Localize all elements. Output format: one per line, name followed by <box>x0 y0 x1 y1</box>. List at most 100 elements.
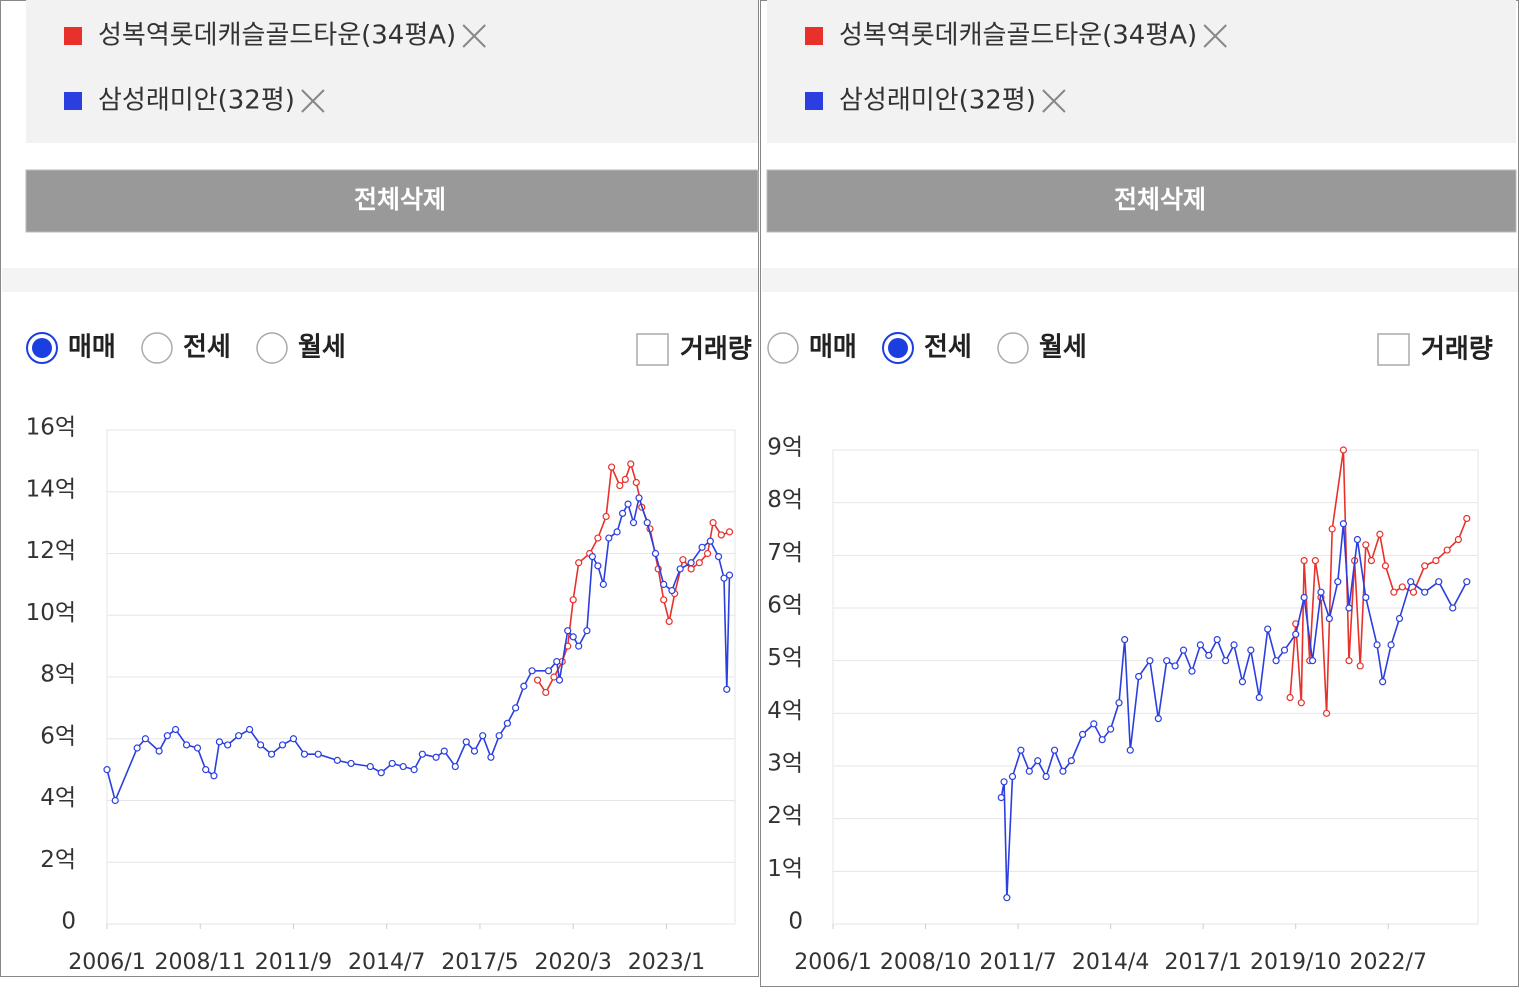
data-point <box>1297 699 1305 707</box>
data-point <box>1463 578 1471 586</box>
clear-all-button[interactable] <box>766 169 1517 233</box>
radio[interactable] <box>997 332 1029 364</box>
remove-icon[interactable] <box>1042 89 1066 113</box>
data-point <box>1345 604 1353 612</box>
radio-label[interactable]: 전세 <box>924 333 972 363</box>
data-point <box>300 750 309 758</box>
data-point <box>495 732 503 740</box>
y-tick-label: 9억 <box>767 435 803 461</box>
data-point <box>668 586 676 595</box>
data-point <box>1213 635 1221 644</box>
data-point <box>1247 646 1255 654</box>
x-tick-label: 2008/11 <box>155 950 246 975</box>
remove-icon[interactable] <box>1203 24 1227 48</box>
data-point <box>1280 646 1289 654</box>
data-point <box>512 704 520 712</box>
data-point <box>1407 578 1415 586</box>
x-tick-label: 2014/7 <box>348 950 425 975</box>
data-point <box>1008 772 1017 781</box>
clear-all-label[interactable]: 전체삭제 <box>354 185 446 214</box>
data-point <box>1339 446 1347 454</box>
data-point <box>1379 678 1387 686</box>
data-point <box>1435 578 1443 586</box>
data-point <box>607 463 616 471</box>
radio-label[interactable]: 매매 <box>809 333 857 363</box>
clear-all-button[interactable] <box>25 169 759 233</box>
data-point <box>564 627 572 635</box>
data-point <box>618 509 627 517</box>
data-point <box>410 766 418 774</box>
checkbox-label[interactable]: 거래량 <box>680 335 752 365</box>
data-point <box>1356 662 1364 670</box>
data-point <box>1034 757 1042 765</box>
checkbox-label[interactable]: 거래량 <box>1421 335 1493 365</box>
legend-swatch <box>805 27 823 45</box>
data-point <box>1025 767 1033 775</box>
data-point <box>1196 641 1204 649</box>
remove-icon[interactable] <box>462 24 486 48</box>
divider <box>2 268 758 292</box>
data-point <box>1222 657 1230 665</box>
clear-all-label[interactable]: 전체삭제 <box>1114 185 1206 214</box>
data-point <box>462 738 470 746</box>
data-point <box>1067 757 1075 765</box>
y-tick-label: 2억 <box>767 803 803 829</box>
y-tick-label: 16억 <box>26 415 76 441</box>
data-point <box>679 556 687 564</box>
data-point <box>717 531 725 539</box>
data-point <box>550 673 558 681</box>
radio-dot <box>888 338 908 358</box>
x-tick-label: 2014/4 <box>1072 950 1149 975</box>
radio[interactable] <box>256 332 288 364</box>
divider <box>762 268 1518 292</box>
data-point <box>709 519 717 527</box>
panel-frame <box>760 0 1519 987</box>
data-point <box>1381 562 1390 570</box>
data-point <box>1421 562 1429 570</box>
data-point <box>133 744 141 752</box>
checkbox[interactable] <box>1377 333 1410 366</box>
radio-dot <box>32 338 52 358</box>
data-point <box>1050 746 1059 754</box>
data-point <box>616 481 624 490</box>
data-point <box>1395 614 1404 623</box>
data-point <box>224 741 232 749</box>
radio[interactable] <box>767 332 799 364</box>
data-point <box>569 596 577 604</box>
y-tick-label: 2억 <box>40 847 76 873</box>
data-point <box>687 565 695 573</box>
data-point <box>621 475 629 483</box>
data-point <box>202 766 210 774</box>
series-line <box>536 461 730 694</box>
radio[interactable] <box>141 332 173 364</box>
data-point <box>432 753 440 761</box>
data-point <box>544 667 553 675</box>
data-point <box>1163 657 1171 665</box>
y-tick-label: 4억 <box>767 698 803 724</box>
data-point <box>542 688 550 697</box>
remove-icon[interactable] <box>301 89 325 113</box>
data-point <box>1146 657 1154 665</box>
data-point <box>333 756 341 764</box>
data-point <box>632 478 640 487</box>
y-tick-label: 0 <box>788 909 803 935</box>
data-point <box>1171 662 1179 670</box>
legend-label: 삼성래미안(32평) <box>98 86 295 116</box>
radio-label[interactable]: 매매 <box>68 333 116 363</box>
radio-label[interactable]: 월세 <box>1039 333 1087 363</box>
data-point <box>725 571 734 579</box>
data-point <box>627 460 635 468</box>
radio-label[interactable]: 전세 <box>183 333 231 363</box>
data-point <box>569 633 577 641</box>
y-tick-label: 5억 <box>767 645 803 671</box>
legend-label: 성복역롯데캐슬골드타운(34평A) <box>98 21 456 51</box>
data-point <box>698 543 706 551</box>
x-tick-label: 2020/3 <box>534 950 611 975</box>
y-tick-label: 10억 <box>26 600 76 626</box>
radio-label[interactable]: 월세 <box>298 333 346 363</box>
data-point <box>1238 678 1247 686</box>
data-point <box>289 735 298 743</box>
data-point <box>1107 725 1115 733</box>
data-point <box>256 741 265 749</box>
checkbox[interactable] <box>636 333 669 366</box>
